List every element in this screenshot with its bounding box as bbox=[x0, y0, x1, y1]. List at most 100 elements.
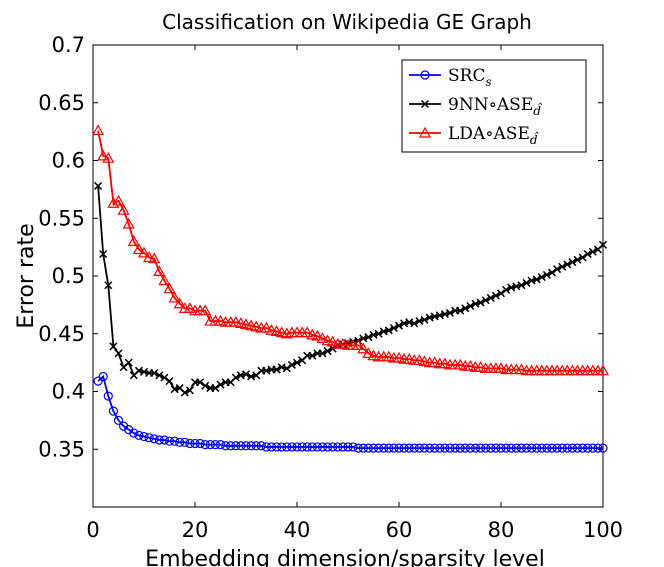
data-point bbox=[270, 325, 283, 337]
data-point bbox=[464, 359, 477, 371]
data-point bbox=[481, 443, 491, 453]
data-point bbox=[195, 438, 205, 449]
data-point bbox=[226, 441, 236, 451]
data-point bbox=[196, 378, 205, 387]
data-point bbox=[127, 235, 140, 246]
x-tick-label: 20 bbox=[182, 518, 209, 542]
data-point bbox=[384, 326, 393, 335]
data-point bbox=[598, 240, 608, 249]
data-point bbox=[435, 443, 445, 453]
data-point bbox=[256, 441, 266, 451]
data-point bbox=[394, 443, 404, 453]
data-point bbox=[460, 443, 470, 453]
data-point bbox=[542, 443, 552, 453]
data-point bbox=[307, 442, 317, 452]
data-point bbox=[557, 443, 567, 453]
data-point bbox=[165, 377, 174, 386]
data-point bbox=[323, 347, 332, 356]
data-point bbox=[333, 442, 343, 452]
data-point bbox=[153, 265, 166, 276]
data-point bbox=[428, 356, 441, 368]
data-point bbox=[593, 443, 603, 453]
data-point bbox=[542, 270, 551, 279]
data-point bbox=[418, 126, 432, 138]
data-point bbox=[155, 371, 164, 380]
data-point bbox=[568, 258, 577, 267]
data-point bbox=[148, 252, 161, 264]
data-point bbox=[308, 351, 317, 360]
data-point bbox=[266, 442, 277, 452]
data-point bbox=[272, 442, 282, 452]
data-point bbox=[521, 443, 532, 453]
data-point bbox=[326, 335, 339, 347]
data-point bbox=[404, 443, 414, 453]
data-point bbox=[563, 260, 572, 269]
data-point bbox=[183, 302, 196, 313]
data-point bbox=[343, 442, 353, 452]
data-point bbox=[205, 440, 215, 450]
data-point bbox=[312, 442, 322, 452]
data-point bbox=[114, 349, 123, 358]
data-point bbox=[491, 291, 500, 300]
data-point bbox=[180, 388, 189, 397]
data-point bbox=[547, 443, 557, 453]
data-point bbox=[596, 364, 610, 376]
data-point bbox=[210, 440, 220, 450]
data-point bbox=[562, 443, 572, 453]
data-point bbox=[241, 370, 251, 379]
data-point bbox=[420, 99, 430, 109]
data-point bbox=[180, 437, 190, 447]
data-point bbox=[287, 442, 297, 452]
data-point bbox=[323, 442, 333, 452]
y-tick-label: 0.6 bbox=[52, 149, 85, 173]
data-point bbox=[567, 443, 578, 453]
axis-ticks: 0 20 40 60 80 100 0.35 0.4 0.45 0.5 0.55 0.6 0.65 0.7 bbox=[38, 33, 623, 542]
data-point bbox=[275, 326, 288, 338]
data-point bbox=[357, 342, 370, 354]
data-point bbox=[170, 436, 180, 446]
series-layer bbox=[92, 124, 610, 453]
data-point bbox=[392, 351, 406, 363]
data-point bbox=[234, 317, 247, 328]
data-point bbox=[466, 301, 475, 311]
data-point bbox=[321, 334, 334, 346]
data-point bbox=[158, 274, 171, 286]
data-point bbox=[338, 442, 348, 452]
data-point bbox=[201, 381, 210, 390]
data-point bbox=[481, 296, 490, 305]
data-point bbox=[420, 315, 429, 324]
data-point bbox=[236, 441, 246, 451]
data-point bbox=[418, 355, 431, 367]
data-point bbox=[364, 333, 373, 342]
data-point bbox=[553, 265, 562, 274]
data-point bbox=[316, 332, 329, 343]
data-point bbox=[445, 308, 455, 317]
data-point bbox=[229, 315, 242, 327]
data-point bbox=[190, 438, 200, 449]
data-point bbox=[150, 368, 159, 378]
chart-title: Classification on Wikipedia GE Graph bbox=[162, 10, 532, 34]
data-point bbox=[486, 293, 495, 302]
data-point bbox=[199, 304, 212, 316]
data-point bbox=[149, 434, 159, 444]
data-point bbox=[173, 297, 186, 309]
data-point bbox=[328, 442, 338, 452]
data-point bbox=[168, 291, 181, 303]
data-point bbox=[547, 268, 557, 277]
data-point bbox=[403, 352, 416, 364]
data-point bbox=[526, 443, 537, 453]
data-point bbox=[410, 319, 419, 328]
y-axis-label: Error rate bbox=[14, 223, 39, 328]
data-point bbox=[409, 443, 419, 453]
data-point bbox=[143, 251, 156, 263]
data-point bbox=[537, 273, 546, 282]
data-point bbox=[129, 428, 139, 438]
data-point bbox=[144, 433, 154, 443]
data-point bbox=[374, 443, 384, 453]
data-point bbox=[598, 443, 608, 453]
data-point bbox=[438, 357, 451, 369]
legend-label: LDA∘ASEd̂ bbox=[448, 124, 540, 147]
legend-label: SRCs bbox=[448, 66, 492, 89]
data-point bbox=[363, 443, 373, 453]
